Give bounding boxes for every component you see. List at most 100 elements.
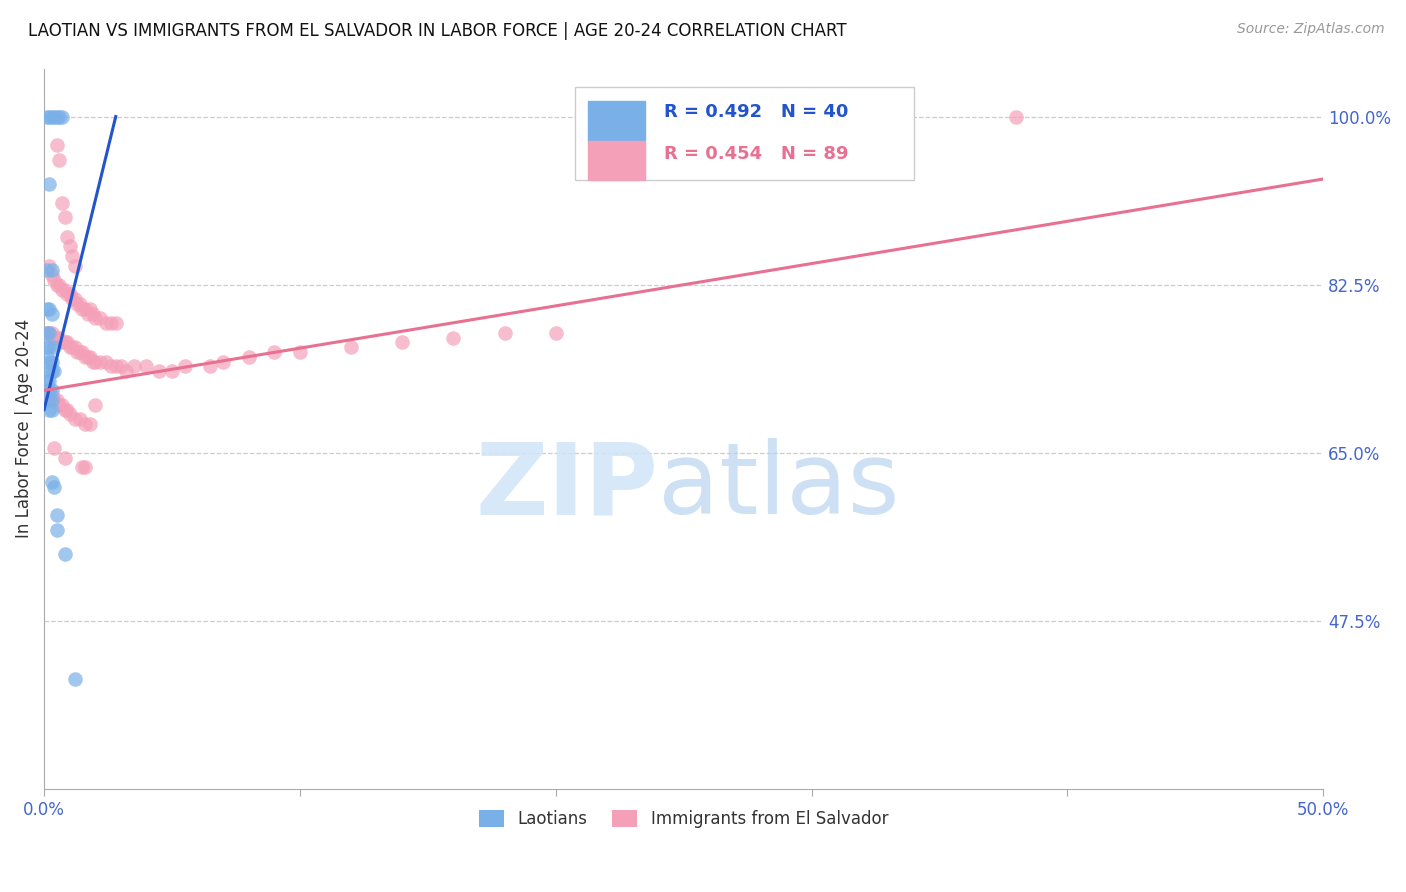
- Point: [56, 402, 79, 417]
- Point: [44, 392, 66, 407]
- Point: [35, 350, 58, 364]
- Point: [53, 211, 76, 225]
- Point: [59, 239, 82, 253]
- Point: [48, 110, 70, 124]
- Point: [41, 364, 63, 378]
- Point: [73, 460, 96, 475]
- Point: [44, 441, 66, 455]
- Point: [94, 354, 117, 368]
- Point: [66, 345, 89, 359]
- Point: [76, 307, 98, 321]
- Text: atlas: atlas: [658, 438, 900, 535]
- Point: [38, 340, 60, 354]
- Point: [56, 335, 79, 350]
- Point: [63, 412, 86, 426]
- Point: [41, 263, 63, 277]
- FancyBboxPatch shape: [575, 87, 914, 180]
- Point: [263, 345, 285, 359]
- Point: [53, 283, 76, 297]
- Point: [82, 307, 104, 321]
- Point: [38, 110, 60, 124]
- Point: [45, 277, 67, 292]
- Point: [51, 283, 73, 297]
- Point: [173, 359, 195, 374]
- Point: [100, 316, 122, 330]
- Point: [45, 110, 67, 124]
- Point: [38, 374, 60, 388]
- Point: [44, 273, 66, 287]
- Point: [41, 402, 63, 417]
- Point: [212, 354, 235, 368]
- Point: [41, 326, 63, 340]
- Point: [73, 417, 96, 431]
- Bar: [588, 101, 645, 141]
- Point: [41, 388, 63, 402]
- Point: [48, 398, 70, 412]
- Point: [35, 301, 58, 316]
- Point: [38, 259, 60, 273]
- Point: [494, 326, 516, 340]
- Point: [100, 359, 122, 374]
- Point: [51, 335, 73, 350]
- Point: [104, 316, 127, 330]
- Text: R = 0.454   N = 89: R = 0.454 N = 89: [665, 145, 849, 162]
- Point: [66, 297, 89, 311]
- Point: [69, 345, 91, 359]
- Point: [38, 326, 60, 340]
- Point: [41, 354, 63, 368]
- Y-axis label: In Labor Force | Age 20-24: In Labor Force | Age 20-24: [15, 319, 32, 539]
- Point: [35, 374, 58, 388]
- Point: [35, 110, 58, 124]
- Point: [59, 340, 82, 354]
- Point: [51, 110, 73, 124]
- Point: [45, 138, 67, 153]
- Point: [288, 345, 311, 359]
- Point: [59, 408, 82, 422]
- Point: [41, 307, 63, 321]
- Point: [53, 402, 76, 417]
- Point: [41, 384, 63, 398]
- Point: [53, 547, 76, 561]
- Text: R = 0.492   N = 40: R = 0.492 N = 40: [665, 103, 849, 120]
- Point: [51, 196, 73, 211]
- Point: [69, 412, 91, 426]
- Point: [60, 249, 83, 263]
- Point: [104, 359, 127, 374]
- Point: [391, 335, 413, 350]
- Text: Source: ZipAtlas.com: Source: ZipAtlas.com: [1237, 22, 1385, 37]
- Point: [110, 359, 132, 374]
- Point: [48, 330, 70, 344]
- Point: [1005, 110, 1028, 124]
- Point: [48, 277, 70, 292]
- Point: [79, 350, 101, 364]
- Point: [35, 326, 58, 340]
- Point: [44, 330, 66, 344]
- Point: [45, 330, 67, 344]
- Point: [38, 354, 60, 368]
- Point: [122, 359, 145, 374]
- Point: [44, 479, 66, 493]
- Point: [76, 350, 98, 364]
- Point: [89, 354, 111, 368]
- Point: [84, 311, 107, 326]
- Point: [63, 259, 86, 273]
- Point: [53, 335, 76, 350]
- Point: [73, 350, 96, 364]
- Point: [544, 326, 567, 340]
- Point: [38, 388, 60, 402]
- Point: [60, 340, 83, 354]
- Point: [35, 340, 58, 354]
- Point: [238, 350, 260, 364]
- Point: [38, 364, 60, 378]
- Bar: [588, 141, 645, 180]
- Point: [38, 392, 60, 407]
- Point: [84, 398, 107, 412]
- Point: [63, 340, 86, 354]
- Point: [45, 508, 67, 523]
- Point: [35, 263, 58, 277]
- Point: [72, 460, 94, 475]
- Point: [38, 301, 60, 316]
- Point: [41, 110, 63, 124]
- Point: [59, 287, 82, 301]
- Point: [89, 311, 111, 326]
